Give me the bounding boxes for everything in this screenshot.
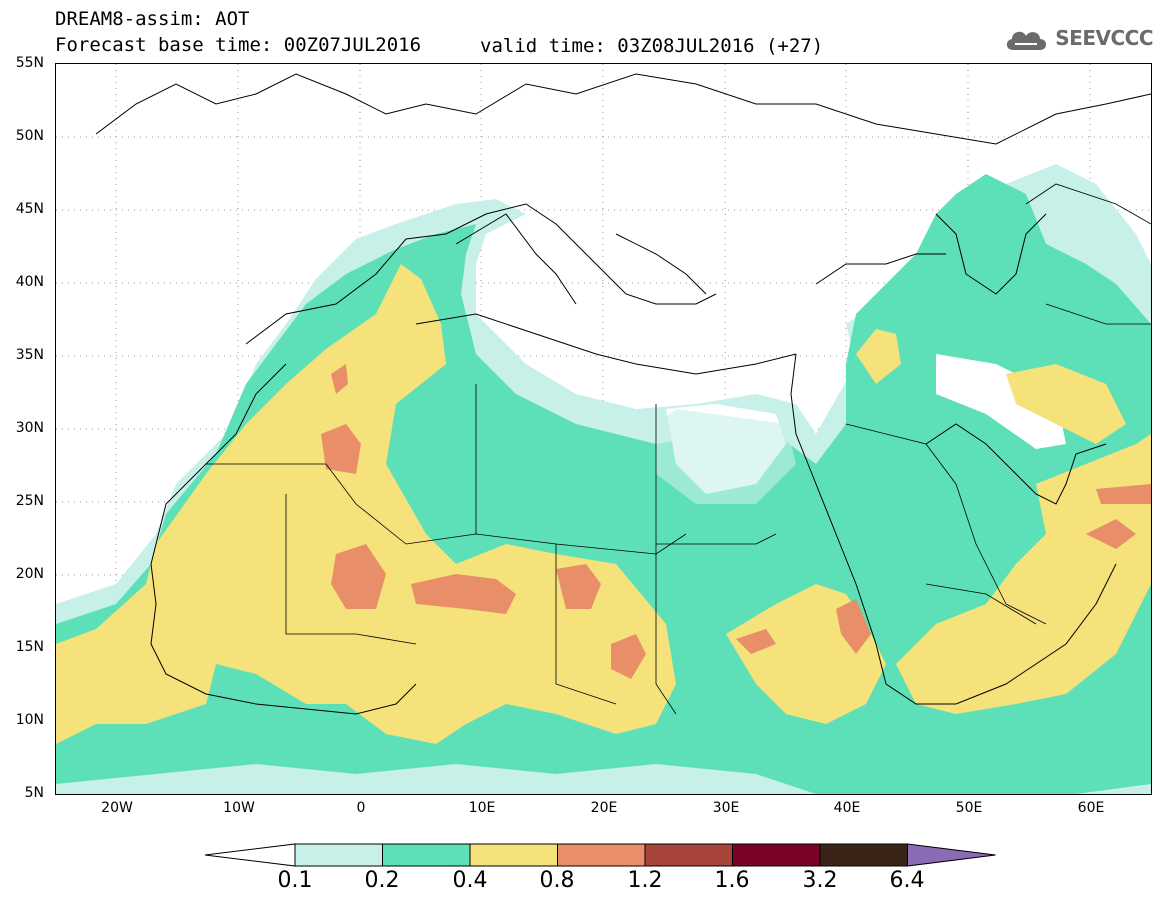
cloud-icon [1007, 31, 1047, 50]
valid-time: valid time: 03Z08JUL2016 (+27) [480, 35, 824, 57]
lon-label: 50E [955, 800, 983, 816]
lon-label: 0 [356, 800, 366, 816]
lat-label: 40N [15, 274, 44, 290]
lat-label: 45N [15, 201, 44, 217]
colorbar-segment [644, 843, 733, 867]
colorbar-label: 1.6 [714, 868, 750, 893]
colorbar-over-triangle [907, 843, 996, 867]
colorbar-segment [732, 843, 821, 867]
lat-label: 10N [15, 712, 44, 728]
colorbar-label: 6.4 [889, 868, 925, 893]
colorbar-label: 0.4 [452, 868, 488, 893]
lon-label: 30E [712, 800, 740, 816]
seevccc-logo: SEEVCCC [1003, 24, 1153, 52]
coastlines [95, 73, 1151, 715]
lon-label: 40E [833, 800, 861, 816]
colorbar-label: 0.2 [364, 868, 400, 893]
colorbar-segment [382, 843, 471, 867]
aot-contour-0.8 [321, 364, 1151, 679]
aot-eastern-plume [896, 434, 1151, 714]
colorbar-segment [557, 843, 646, 867]
aot-egypt-edge [656, 409, 796, 504]
lon-label: 60E [1077, 800, 1105, 816]
clear-area-persia [936, 354, 1066, 449]
colorbar-label: 1.2 [627, 868, 663, 893]
map-title: DREAM8-assim: AOT [55, 8, 250, 30]
colorbar-segment [294, 843, 383, 867]
lat-label: 5N [24, 785, 44, 801]
borders [206, 183, 1151, 715]
lat-label: 30N [15, 420, 44, 436]
lon-label: 20E [590, 800, 618, 816]
colorbar-label: 0.8 [539, 868, 575, 893]
logo-text: SEEVCCC [1055, 26, 1153, 50]
forecast-base-time: Forecast base time: 00Z07JUL2016 [55, 34, 422, 56]
lat-label: 35N [15, 347, 44, 363]
lon-label: 10W [223, 800, 255, 816]
aot-gulf-plume [1006, 364, 1126, 444]
colorbar-under-triangle [205, 843, 296, 867]
aot-map [55, 63, 1152, 795]
lat-label: 25N [15, 493, 44, 509]
lon-label: 20W [101, 800, 133, 816]
lat-label: 20N [15, 566, 44, 582]
colorbar-label: 3.2 [802, 868, 838, 893]
colorbar [205, 843, 996, 867]
colorbar-label: 0.1 [277, 868, 313, 893]
lat-label: 55N [15, 55, 44, 71]
colorbar-segment [469, 843, 558, 867]
aot-map-svg [56, 64, 1151, 794]
aot-contour-0.4 [56, 264, 676, 744]
lat-label: 15N [15, 639, 44, 655]
lat-label: 50N [15, 128, 44, 144]
aot-iraq-plume [856, 329, 901, 384]
lon-label: 10E [468, 800, 496, 816]
colorbar-segment [819, 843, 908, 867]
